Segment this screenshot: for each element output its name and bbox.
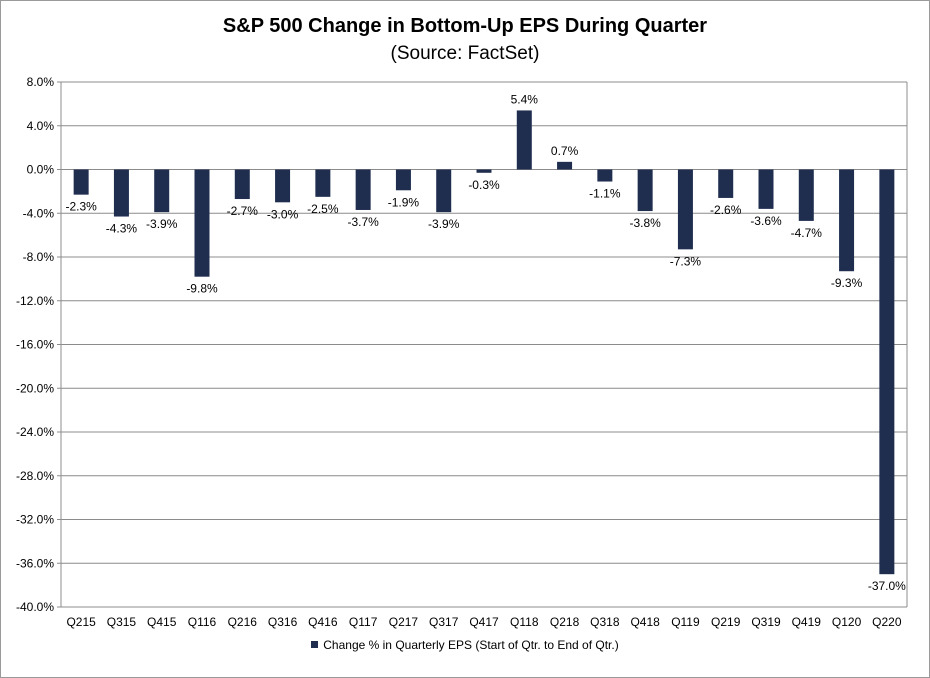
x-axis: Q215 Q315 Q415 Q116 Q216 Q316 Q416 Q117 Q217 Q317… [61, 606, 907, 629]
y-tick-label: -20.0% [16, 381, 54, 395]
data-label: -1.1% [589, 187, 621, 201]
x-tick-label: Q217 [389, 615, 419, 629]
x-tick-label: Q416 [308, 615, 338, 629]
y-tick-label: -36.0% [16, 556, 54, 570]
x-tick-label: Q220 [872, 615, 902, 629]
x-tick-label: Q319 [751, 615, 781, 629]
y-tick-label: -24.0% [16, 425, 54, 439]
data-label: -3.0% [267, 207, 299, 221]
bar [718, 169, 734, 198]
bar [798, 169, 814, 221]
bar [677, 169, 693, 250]
y-axis: 8.0% 4.0% 0.0% -4.0% -8.0% -12.0% -16.0% -20.0%… [16, 75, 908, 614]
data-label: 5.4% [511, 92, 539, 106]
data-label: -3.9% [146, 217, 178, 231]
x-tick-label: Q118 [510, 615, 539, 629]
data-label: -37.0% [868, 579, 906, 593]
bar [275, 169, 291, 203]
x-tick-label: Q317 [429, 615, 459, 629]
x-tick-label: Q318 [590, 615, 620, 629]
legend-swatch [311, 641, 319, 648]
x-tick-label: Q417 [469, 615, 499, 629]
x-tick-label: Q117 [349, 615, 378, 629]
bar [516, 110, 532, 170]
bar [476, 169, 492, 173]
y-tick-label: -8.0% [23, 250, 55, 264]
x-tick-label: Q119 [671, 615, 700, 629]
chart-title: S&P 500 Change in Bottom-Up EPS During Q… [222, 15, 708, 37]
y-tick-label: -4.0% [23, 206, 55, 220]
bar [839, 169, 855, 272]
chart-subtitle: (Source: FactSet) [390, 43, 540, 64]
x-tick-label: Q316 [268, 615, 298, 629]
data-label: -4.3% [106, 222, 138, 236]
bar-series [73, 110, 895, 575]
x-tick-label: Q215 [66, 615, 96, 629]
data-label: 0.7% [551, 144, 579, 158]
bar [355, 169, 371, 210]
x-tick-label: Q419 [792, 615, 822, 629]
x-tick-label: Q120 [832, 615, 862, 629]
bar [436, 169, 452, 213]
bar [758, 169, 774, 209]
bar [315, 169, 331, 197]
bar [194, 169, 210, 277]
bar [154, 169, 170, 213]
data-label: -9.3% [831, 276, 863, 290]
y-tick-label: 0.0% [27, 163, 55, 177]
bar [557, 161, 573, 170]
bar [73, 169, 89, 195]
y-tick-label: -32.0% [16, 513, 54, 527]
data-label: -3.7% [347, 215, 379, 229]
bar [597, 169, 613, 182]
data-label: -3.9% [428, 217, 460, 231]
data-label: -9.8% [186, 282, 218, 296]
data-label: -2.7% [227, 204, 259, 218]
data-label: -0.3% [468, 178, 500, 192]
y-tick-label: -12.0% [16, 294, 54, 308]
data-label: -4.7% [791, 226, 823, 240]
y-tick-label: 4.0% [27, 119, 55, 133]
data-label: -3.8% [629, 216, 661, 230]
x-tick-label: Q315 [107, 615, 137, 629]
bar [234, 169, 250, 200]
legend: Change % in Quarterly EPS (Start of Qtr.… [0, 638, 930, 652]
data-label: -2.3% [65, 200, 97, 214]
x-tick-label: Q415 [147, 615, 177, 629]
bar [113, 169, 129, 217]
bar [395, 169, 411, 191]
data-labels: -2.3% -4.3% -3.9% -9.8% -2.7% -3.0% -2.5% -3.7%… [65, 92, 906, 593]
bar [637, 169, 653, 212]
x-tick-label: Q418 [630, 615, 660, 629]
data-label: -1.9% [388, 195, 420, 209]
y-tick-label: -16.0% [16, 338, 54, 352]
y-tick-label: -40.0% [16, 600, 54, 614]
x-tick-label: Q219 [711, 615, 741, 629]
x-tick-label: Q116 [188, 615, 217, 629]
data-label: -2.6% [710, 203, 742, 217]
gridlines [61, 81, 907, 608]
bar [879, 169, 895, 575]
data-label: -7.3% [670, 254, 702, 268]
x-tick-label: Q218 [550, 615, 580, 629]
y-tick-label: -28.0% [16, 469, 54, 483]
data-label: -3.6% [750, 214, 782, 228]
x-tick-label: Q216 [228, 615, 258, 629]
legend-label: Change % in Quarterly EPS (Start of Qtr.… [323, 638, 619, 652]
y-tick-label: 8.0% [27, 75, 55, 89]
data-label: -2.5% [307, 202, 339, 216]
